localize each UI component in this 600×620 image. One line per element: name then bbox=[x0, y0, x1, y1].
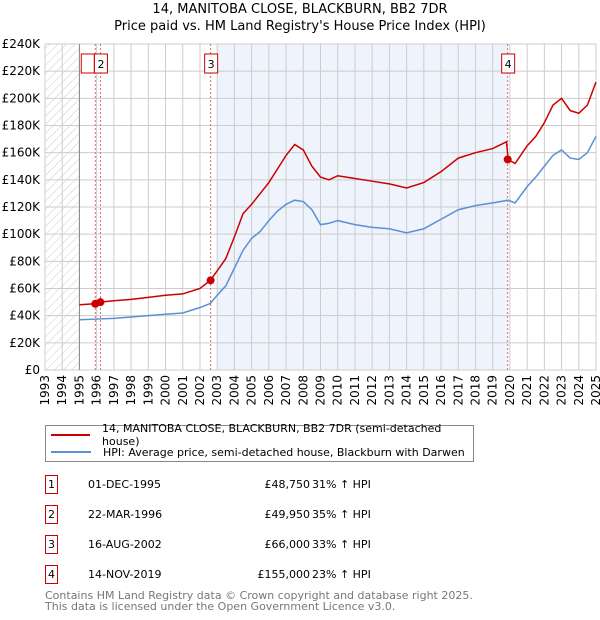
x-tick-label: 2020 bbox=[503, 375, 517, 406]
sale-hpi-diff: 31% ↑ HPI bbox=[312, 478, 371, 491]
y-tick-label: £60K bbox=[9, 282, 41, 296]
hpi-line bbox=[79, 136, 597, 321]
legend-label: HPI: Average price, semi-detached house,… bbox=[103, 445, 465, 459]
sale-price: £66,000 bbox=[264, 538, 311, 551]
x-tick-label: 2015 bbox=[417, 375, 431, 406]
sale-date: 16-AUG-2002 bbox=[88, 538, 162, 551]
sale-number-box: 3 bbox=[45, 535, 58, 554]
x-tick-label: 2024 bbox=[572, 375, 586, 406]
sale-hpi-diff: 33% ↑ HPI bbox=[312, 538, 371, 551]
x-tick-label: 2013 bbox=[382, 375, 396, 406]
y-tick-label: £220K bbox=[2, 64, 42, 78]
y-tick-label: £100K bbox=[2, 227, 42, 241]
sale-hpi-diff: 35% ↑ HPI bbox=[312, 508, 371, 521]
sale-date: 01-DEC-1995 bbox=[88, 478, 162, 491]
x-tick-label: 1999 bbox=[141, 375, 155, 406]
sale-date: 14-NOV-2019 bbox=[88, 568, 162, 581]
footer: Contains HM Land Registry data © Crown c… bbox=[45, 590, 473, 612]
sale-label: 4 bbox=[505, 58, 512, 71]
x-tick-label: 2000 bbox=[159, 375, 173, 406]
sale-point bbox=[503, 155, 512, 164]
sale-label-box bbox=[204, 53, 219, 74]
chart-title: 14, MANITOBA CLOSE, BLACKBURN, BB2 7DR bbox=[152, 2, 448, 17]
y-tick-label: £40K bbox=[9, 309, 41, 323]
x-tick-label: 2019 bbox=[486, 375, 500, 406]
sale-date: 22-MAR-1996 bbox=[88, 508, 163, 521]
x-tick-label: 2008 bbox=[296, 375, 310, 406]
x-tick-label: 1998 bbox=[124, 375, 138, 406]
sale-price: £49,950 bbox=[264, 508, 311, 521]
sale-price: £155,000 bbox=[257, 568, 311, 581]
x-tick-label: 2021 bbox=[520, 375, 534, 406]
price-chart: 1993 1994 1995 1996 1997 1998 1999 2000 2001 2002… bbox=[2, 37, 600, 406]
property-price-line bbox=[79, 81, 597, 306]
x-tick-label: 2023 bbox=[555, 375, 569, 406]
sale-label: 3 bbox=[208, 58, 215, 71]
x-tick-label: 2001 bbox=[176, 375, 190, 406]
x-tick-label: 2003 bbox=[210, 375, 224, 406]
chart-subtitle: Price paid vs. HM Land Registry's House … bbox=[114, 19, 486, 34]
x-tick-label: 2025 bbox=[589, 375, 600, 406]
x-tick-label: 2006 bbox=[262, 375, 276, 406]
legend-label: 14, MANITOBA CLOSE, BLACKBURN, BB2 7DR (… bbox=[102, 422, 442, 448]
x-tick-label: 2002 bbox=[193, 375, 207, 406]
x-tick-label: 1995 bbox=[72, 375, 86, 406]
sale-label-box bbox=[80, 53, 95, 74]
sale-number-box: 1 bbox=[45, 475, 58, 494]
sale-label: 2 bbox=[97, 58, 104, 71]
y-tick-label: £140K bbox=[2, 173, 42, 187]
x-tick-label: 2004 bbox=[227, 375, 241, 406]
sale-number-box: 4 bbox=[45, 565, 58, 584]
y-tick-label: £240K bbox=[2, 37, 42, 51]
x-tick-label: 2011 bbox=[348, 375, 362, 406]
x-tick-label: 2016 bbox=[434, 375, 448, 406]
x-tick-label: 2010 bbox=[331, 375, 345, 406]
sale-point bbox=[206, 276, 215, 285]
x-tick-label: 2017 bbox=[451, 375, 465, 406]
x-tick-label: 1994 bbox=[55, 375, 69, 406]
x-tick-label: 2009 bbox=[314, 375, 328, 406]
x-tick-label: 2022 bbox=[537, 375, 551, 406]
legend: 14, MANITOBA CLOSE, BLACKBURN, BB2 7DR (… bbox=[45, 422, 474, 462]
x-tick-label: 1997 bbox=[107, 375, 121, 406]
x-tick-label: 2005 bbox=[245, 375, 259, 406]
sale-label-box bbox=[501, 53, 516, 74]
sale-number-box: 2 bbox=[45, 505, 58, 524]
x-tick-label: 2018 bbox=[468, 375, 482, 406]
y-tick-label: £180K bbox=[2, 119, 42, 133]
legend-item-hpi: HPI: Average price, semi-detached house,… bbox=[46, 444, 465, 460]
x-tick-label: 1996 bbox=[90, 375, 104, 406]
y-tick-label: £20K bbox=[9, 336, 41, 350]
x-tick-label: 2012 bbox=[365, 375, 379, 406]
y-tick-label: £160K bbox=[2, 146, 42, 160]
footer-line-1: Contains HM Land Registry data © Crown c… bbox=[45, 589, 473, 602]
sale-price: £48,750 bbox=[264, 478, 311, 491]
sale-label-box bbox=[93, 53, 108, 74]
sale-point bbox=[96, 298, 105, 307]
sale-hpi-diff: 23% ↑ HPI bbox=[312, 568, 371, 581]
legend-swatch-blue bbox=[51, 451, 91, 453]
x-tick-label: 1993 bbox=[38, 375, 52, 406]
legend-item-property: 14, MANITOBA CLOSE, BLACKBURN, BB2 7DR (… bbox=[46, 422, 473, 448]
x-tick-label: 2014 bbox=[400, 375, 414, 406]
footer-line-2: This data is licensed under the Open Gov… bbox=[45, 600, 396, 613]
x-tick-label: 2007 bbox=[279, 375, 293, 406]
y-tick-label: £80K bbox=[9, 254, 41, 268]
legend-swatch-red bbox=[51, 434, 91, 436]
y-tick-label: £120K bbox=[2, 200, 42, 214]
y-tick-label: £200K bbox=[2, 91, 42, 105]
y-tick-label: £0 bbox=[25, 363, 40, 377]
